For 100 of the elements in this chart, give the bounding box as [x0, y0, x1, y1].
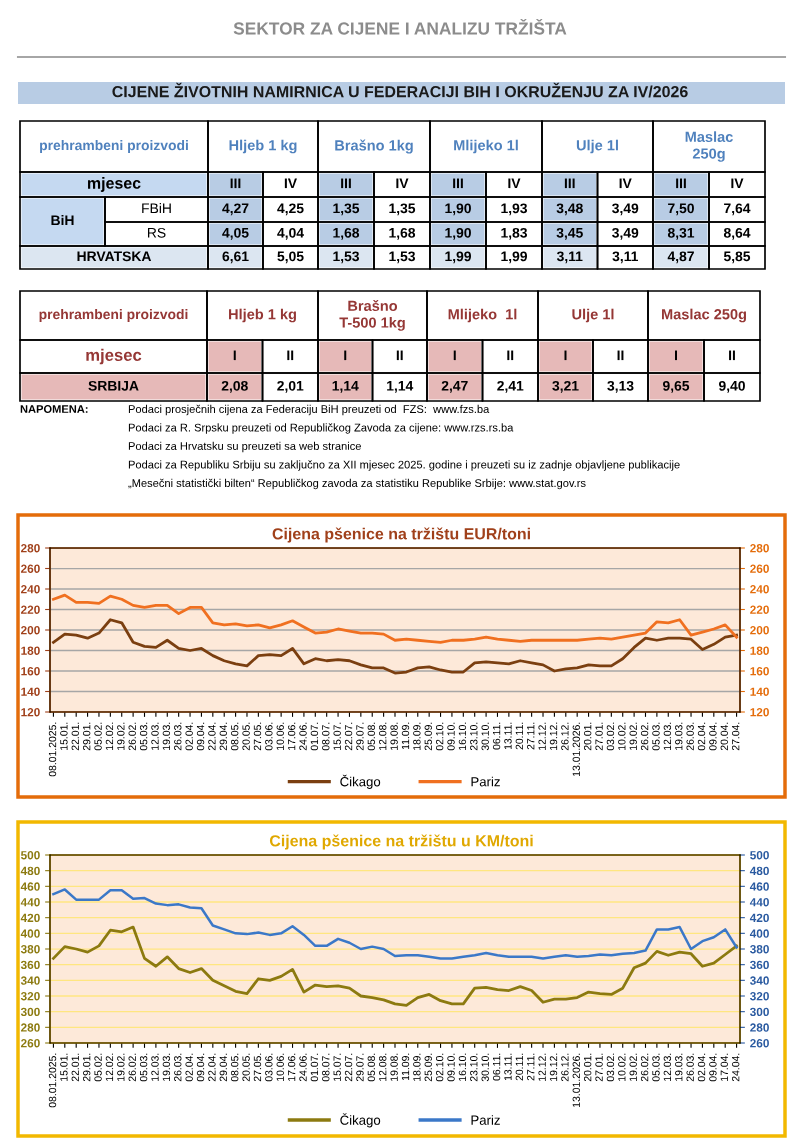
x-tick-label: 20.05. [242, 1053, 250, 1082]
text: 9,65 [662, 380, 690, 393]
y2-tick-label: 420 [749, 913, 769, 923]
text: III [564, 178, 575, 189]
y2-tick-label: 380 [749, 945, 769, 954]
y-tick-label: 120 [21, 708, 40, 717]
text: I [233, 350, 236, 361]
x-tick-label: 19.03. [675, 722, 683, 750]
text: 3,13 [607, 380, 634, 393]
y2-tick-label: 240 [750, 585, 769, 594]
x-tick-label: 20.11. [515, 1053, 524, 1081]
line-series [52, 593, 738, 644]
x-tick-label: 29.04. [219, 722, 227, 751]
text: mjesec [87, 177, 141, 192]
x-tick-label: 16.10. [458, 1053, 467, 1081]
y-tick-label: 260 [20, 1039, 40, 1048]
text: 2,08 [221, 380, 248, 393]
text: II [617, 350, 624, 361]
text: 4,05 [222, 227, 249, 240]
x-tick-label: 05.03. [652, 722, 660, 751]
text: Hljeb 1 kg [229, 308, 296, 323]
text: II [396, 350, 403, 361]
x-tick-label: 02.04. [697, 722, 706, 751]
text: 3,49 [612, 227, 639, 240]
y-tick-label: 460 [20, 882, 40, 891]
y2-tick-label: 180 [750, 646, 769, 655]
x-tick-label: 29.01. [82, 722, 91, 751]
x-tick-label: 24.04. [732, 1053, 740, 1082]
x-tick-label: 23.10. [470, 1053, 478, 1082]
x-tick-label: 25.09. [424, 1053, 432, 1082]
y-tick-label: 340 [20, 976, 40, 985]
x-tick-label: 10.06. [276, 1053, 284, 1081]
y2-tick-label: 320 [749, 992, 769, 1001]
y2-tick-label: 260 [750, 564, 769, 573]
text: Podaci za R. Srpsku preuzeti od Republičkog Zavoda za cijene: www.rzs.rs.ba [128, 423, 514, 434]
text: Mlijeko 1l [448, 308, 517, 323]
line-series [52, 888, 738, 960]
text: SEKTOR ZA CIJENE I ANALIZU TRŽIŠTA [233, 18, 567, 35]
text: 7,64 [724, 203, 751, 216]
x-tick-label: 20.05. [242, 722, 250, 751]
x-tick-label: 10.02. [618, 1053, 626, 1081]
text: 1,68 [389, 227, 416, 240]
y-tick-label: 260 [20, 564, 40, 573]
x-tick-label: 10.02. [618, 722, 626, 750]
text: 1,68 [333, 227, 360, 240]
x-tick-label: 12.03. [663, 1053, 672, 1081]
x-tick-label: 12.03. [663, 722, 672, 750]
text: IV [731, 178, 744, 189]
x-tick-label: 25.09. [424, 722, 432, 751]
y2-tick-label: 260 [750, 1039, 769, 1048]
x-tick-label: 12.12. [538, 1053, 546, 1081]
y2-tick-label: 400 [749, 929, 769, 938]
y-tick-label: 140 [21, 687, 40, 696]
x-tick-label: 29.07. [356, 1053, 364, 1082]
text: Maslac 250g [662, 308, 746, 323]
text: 1,93 [501, 203, 528, 216]
x-tick-label: 19.02. [629, 1053, 637, 1081]
text: Ulje 1l [572, 308, 614, 323]
text: III [341, 178, 351, 189]
y-tick-label: 200 [20, 626, 40, 635]
x-tick-label: 15.07. [333, 722, 341, 750]
y2-tick-label: 440 [749, 898, 769, 907]
y-tick-label: 500 [20, 851, 40, 860]
y2-tick-label: 200 [750, 626, 769, 635]
x-tick-label: 26.12. [561, 722, 569, 751]
text: III [230, 178, 241, 189]
text: 1,99 [445, 251, 471, 264]
x-tick-label: 08.05. [231, 722, 239, 751]
x-tick-label: 02.04. [185, 1053, 193, 1082]
x-tick-label: 22.04. [208, 1053, 216, 1082]
x-tick-label: 17.06. [287, 722, 296, 750]
x-tick-label: 05.03. [652, 1053, 660, 1082]
legend-label: Pariz [471, 776, 500, 787]
y-tick-label: 220 [20, 605, 40, 614]
y2-tick-label: 340 [749, 976, 769, 985]
text: 1,35 [389, 203, 416, 216]
y-tick-label: 160 [21, 667, 40, 676]
y-tick-label: 380 [20, 945, 40, 954]
legend-label: Čikago [340, 1113, 381, 1128]
text: 3,11 [556, 251, 583, 264]
x-tick-label: 12.02. [105, 722, 114, 750]
x-tick-label: 12.03. [151, 1053, 159, 1081]
text: RS [147, 227, 166, 238]
text: 1,90 [445, 203, 471, 216]
x-tick-label: 19.02. [629, 722, 637, 750]
text: 3,21 [552, 380, 579, 393]
x-tick-label: 27.05. [253, 1053, 262, 1082]
text: „Mesečni statistički bilten“ Republičkog zavoda za statistiku Republike Srbije: www.stat.gov.rs [128, 478, 586, 490]
x-tick-label: 09.04. [196, 722, 205, 751]
x-tick-label: 18.09. [413, 722, 421, 750]
text: Podaci za Hrvatsku su preuzeti sa web stranice [128, 441, 361, 453]
text: 1,14 [387, 381, 414, 393]
x-tick-label: 06.11. [492, 1053, 501, 1081]
x-tick-label: 15.07. [333, 1053, 341, 1081]
x-tick-label: 17.04. [720, 1053, 728, 1081]
text: 7,50 [668, 203, 694, 216]
x-tick-label: 22.04. [208, 722, 216, 751]
text: 5,85 [723, 251, 751, 264]
y-tick-label: 440 [20, 898, 40, 907]
x-tick-label: 26.03. [686, 722, 694, 751]
